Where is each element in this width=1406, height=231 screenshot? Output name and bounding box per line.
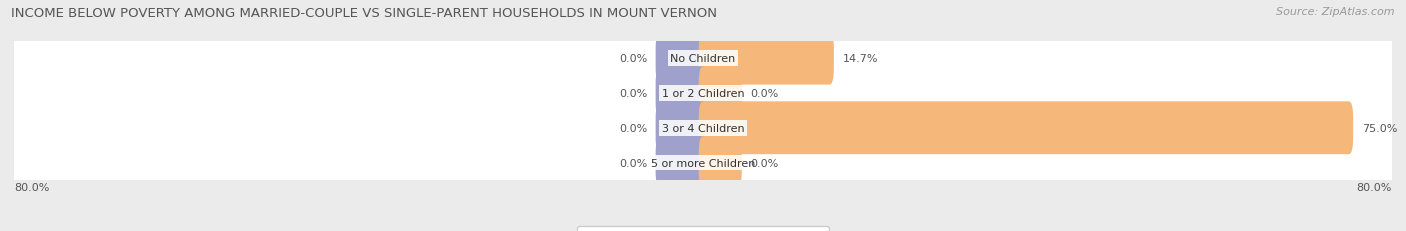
Text: 3 or 4 Children: 3 or 4 Children bbox=[662, 123, 744, 133]
Text: 80.0%: 80.0% bbox=[1357, 182, 1392, 192]
Legend: Married Couples, Single Parents: Married Couples, Single Parents bbox=[578, 226, 828, 231]
Text: 0.0%: 0.0% bbox=[751, 88, 779, 99]
Text: 14.7%: 14.7% bbox=[842, 54, 877, 64]
Text: 0.0%: 0.0% bbox=[619, 123, 647, 133]
FancyBboxPatch shape bbox=[655, 67, 707, 120]
Text: 75.0%: 75.0% bbox=[1362, 123, 1398, 133]
Text: 0.0%: 0.0% bbox=[751, 158, 779, 168]
FancyBboxPatch shape bbox=[655, 102, 707, 155]
FancyBboxPatch shape bbox=[699, 137, 742, 189]
Text: No Children: No Children bbox=[671, 54, 735, 64]
FancyBboxPatch shape bbox=[11, 118, 1395, 208]
FancyBboxPatch shape bbox=[699, 33, 834, 85]
FancyBboxPatch shape bbox=[699, 67, 742, 120]
Text: Source: ZipAtlas.com: Source: ZipAtlas.com bbox=[1277, 7, 1395, 17]
Text: 0.0%: 0.0% bbox=[619, 54, 647, 64]
FancyBboxPatch shape bbox=[11, 83, 1395, 173]
FancyBboxPatch shape bbox=[699, 102, 1353, 155]
Text: 1 or 2 Children: 1 or 2 Children bbox=[662, 88, 744, 99]
Text: INCOME BELOW POVERTY AMONG MARRIED-COUPLE VS SINGLE-PARENT HOUSEHOLDS IN MOUNT V: INCOME BELOW POVERTY AMONG MARRIED-COUPL… bbox=[11, 7, 717, 20]
FancyBboxPatch shape bbox=[11, 14, 1395, 104]
FancyBboxPatch shape bbox=[11, 49, 1395, 138]
FancyBboxPatch shape bbox=[655, 137, 707, 189]
Text: 0.0%: 0.0% bbox=[619, 158, 647, 168]
FancyBboxPatch shape bbox=[655, 33, 707, 85]
Text: 80.0%: 80.0% bbox=[14, 182, 49, 192]
Text: 0.0%: 0.0% bbox=[619, 88, 647, 99]
Text: 5 or more Children: 5 or more Children bbox=[651, 158, 755, 168]
